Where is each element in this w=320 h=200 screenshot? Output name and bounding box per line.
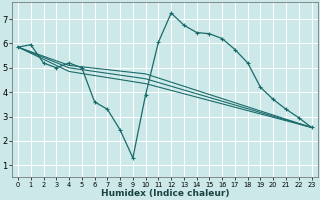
X-axis label: Humidex (Indice chaleur): Humidex (Indice chaleur) — [100, 189, 229, 198]
